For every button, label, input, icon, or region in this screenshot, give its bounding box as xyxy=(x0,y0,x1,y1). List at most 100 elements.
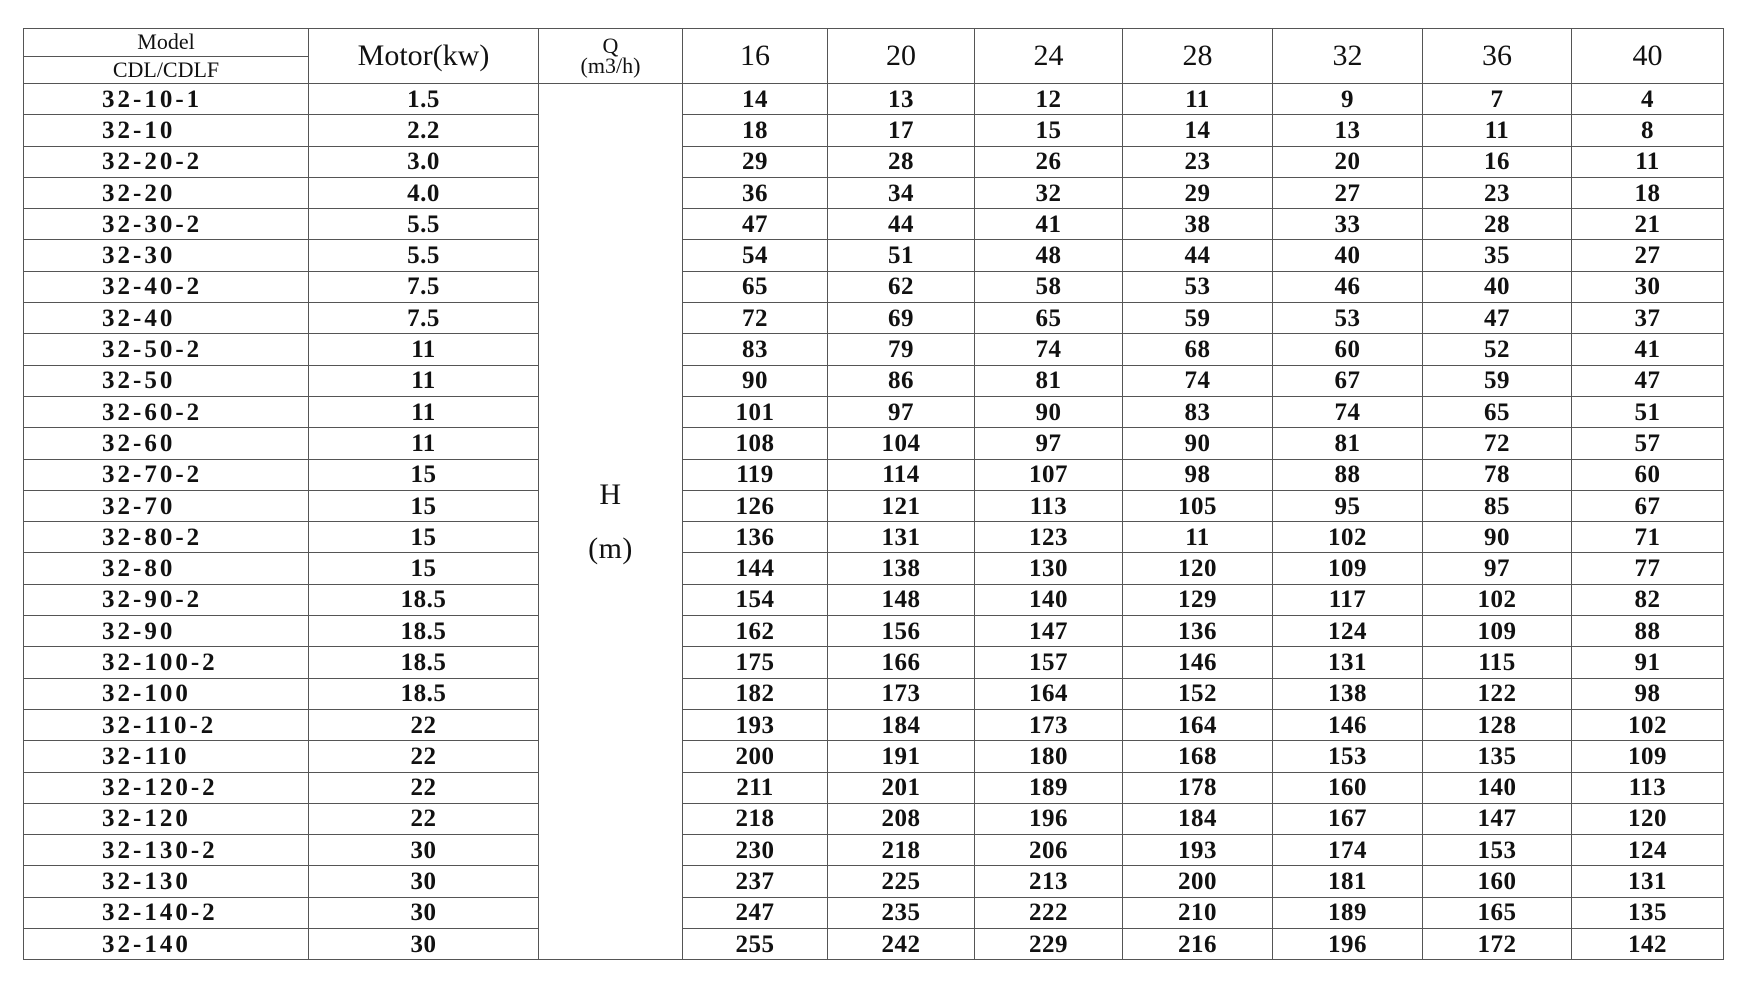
head-value-cell: 218 xyxy=(682,802,828,836)
head-value-cell: 4 xyxy=(1571,82,1724,116)
head-value-cell: 11 xyxy=(1571,145,1724,178)
motor-cell: 15 xyxy=(308,458,539,491)
model-cell: 32-10 xyxy=(23,114,309,147)
head-value-cell: 33 xyxy=(1272,208,1423,241)
model-cell: 32-20-2 xyxy=(23,145,309,178)
head-label-cell: H (m) xyxy=(538,82,683,961)
table-row: 32-30-2 5.5 47 44 41 38 33 28 21 xyxy=(23,208,1724,241)
head-value-cell: 30 xyxy=(1571,270,1724,304)
head-value-cell: 81 xyxy=(1272,427,1423,460)
model-cell: 32-100-2 xyxy=(23,646,309,679)
head-value-cell: 44 xyxy=(1122,239,1273,272)
model-cell: 32-50 xyxy=(23,364,309,397)
head-value-cell: 95 xyxy=(1272,489,1423,523)
head-value-cell: 14 xyxy=(1122,114,1273,147)
flow-column-header: 24 xyxy=(974,28,1123,84)
head-value-cell: 124 xyxy=(1571,834,1724,867)
table-row: 32-50-2 11 83 79 74 68 60 52 41 xyxy=(23,333,1724,366)
head-value-cell: 90 xyxy=(1122,427,1273,460)
head-value-cell: 196 xyxy=(974,802,1123,836)
head-value-cell: 20 xyxy=(1272,145,1423,178)
table-row: 32-70-2 15 119 114 107 98 88 78 60 xyxy=(23,458,1724,491)
head-unit: (m) xyxy=(588,531,633,565)
table-row: 32-80-2 15 136 131 123 11 102 90 71 xyxy=(23,521,1724,554)
head-value-cell: 184 xyxy=(1122,802,1273,836)
table-row: 32-100 18.5 182 173 164 152 138 122 98 xyxy=(23,677,1724,710)
head-value-cell: 38 xyxy=(1122,208,1273,241)
motor-cell: 11 xyxy=(308,333,539,366)
model-cell: 32-90-2 xyxy=(23,583,309,617)
model-cell: 32-140-2 xyxy=(23,896,309,930)
motor-cell: 18.5 xyxy=(308,615,539,648)
flow-column-header: 16 xyxy=(682,28,828,84)
head-value-cell: 53 xyxy=(1122,270,1273,304)
head-label: H xyxy=(599,477,622,511)
head-value-cell: 29 xyxy=(1122,176,1273,210)
head-value-cell: 135 xyxy=(1571,896,1724,930)
table-row: 32-120-2 22 211 201 189 178 160 140 113 xyxy=(23,771,1724,804)
table-body: 32-10-1 1.5 H (m) 14 13 12 11 9 7 4 32-10 2.2 18 17 15 1… xyxy=(23,82,1724,961)
head-value-cell: 47 xyxy=(1422,302,1572,335)
flow-label: Q xyxy=(602,33,619,58)
head-value-cell: 229 xyxy=(974,928,1123,961)
head-value-cell: 98 xyxy=(1122,458,1273,491)
head-value-cell: 130 xyxy=(974,552,1123,585)
model-cell: 32-10-1 xyxy=(23,82,309,116)
head-value-cell: 117 xyxy=(1272,583,1423,617)
model-cell: 32-70 xyxy=(23,489,309,523)
head-value-cell: 98 xyxy=(1571,677,1724,710)
head-value-cell: 123 xyxy=(974,521,1123,554)
head-value-cell: 242 xyxy=(827,928,975,961)
motor-cell: 30 xyxy=(308,896,539,930)
head-value-cell: 28 xyxy=(827,145,975,178)
model-cell: 32-60-2 xyxy=(23,395,309,429)
head-value-cell: 67 xyxy=(1571,489,1724,523)
head-value-cell: 68 xyxy=(1122,333,1273,366)
model-cell: 32-20 xyxy=(23,176,309,210)
head-value-cell: 74 xyxy=(1272,395,1423,429)
table-row: 32-140-2 30 247 235 222 210 189 165 135 xyxy=(23,896,1724,930)
head-value-cell: 180 xyxy=(974,740,1123,773)
head-value-cell: 173 xyxy=(827,677,975,710)
model-cell: 32-120 xyxy=(23,802,309,836)
head-value-cell: 23 xyxy=(1122,145,1273,178)
flow-unit: (m3/h) xyxy=(580,53,641,78)
head-value-cell: 60 xyxy=(1272,333,1423,366)
model-cell: 32-40-2 xyxy=(23,270,309,304)
head-value-cell: 109 xyxy=(1422,615,1572,648)
motor-cell: 11 xyxy=(308,427,539,460)
head-value-cell: 72 xyxy=(1422,427,1572,460)
table-row: 32-120 22 218 208 196 184 167 147 120 xyxy=(23,802,1724,836)
motor-cell: 11 xyxy=(308,395,539,429)
motor-cell: 5.5 xyxy=(308,208,539,241)
head-value-cell: 255 xyxy=(682,928,828,961)
head-value-cell: 65 xyxy=(974,302,1123,335)
model-cell: 32-80-2 xyxy=(23,521,309,554)
table-row: 32-110 22 200 191 180 168 153 135 109 xyxy=(23,740,1724,773)
head-value-cell: 136 xyxy=(682,521,828,554)
head-value-cell: 162 xyxy=(682,615,828,648)
head-value-cell: 81 xyxy=(974,364,1123,397)
head-value-cell: 105 xyxy=(1122,489,1273,523)
head-value-cell: 114 xyxy=(827,458,975,491)
head-value-cell: 140 xyxy=(974,583,1123,617)
head-value-cell: 129 xyxy=(1122,583,1273,617)
table-row: 32-110-2 22 193 184 173 164 146 128 102 xyxy=(23,708,1724,742)
table-row: 32-100-2 18.5 175 166 157 146 131 115 91 xyxy=(23,646,1724,679)
head-value-cell: 17 xyxy=(827,114,975,147)
head-value-cell: 131 xyxy=(1272,646,1423,679)
head-value-cell: 213 xyxy=(974,865,1123,898)
head-value-cell: 122 xyxy=(1422,677,1572,710)
model-cell: 32-90 xyxy=(23,615,309,648)
head-value-cell: 46 xyxy=(1272,270,1423,304)
flow-column-header: 20 xyxy=(827,28,975,84)
head-value-cell: 108 xyxy=(682,427,828,460)
head-value-cell: 200 xyxy=(682,740,828,773)
head-value-cell: 52 xyxy=(1422,333,1572,366)
head-value-cell: 41 xyxy=(1571,333,1724,366)
head-value-cell: 97 xyxy=(974,427,1123,460)
head-value-cell: 222 xyxy=(974,896,1123,930)
head-value-cell: 115 xyxy=(1422,646,1572,679)
head-value-cell: 189 xyxy=(974,771,1123,804)
head-value-cell: 28 xyxy=(1422,208,1572,241)
